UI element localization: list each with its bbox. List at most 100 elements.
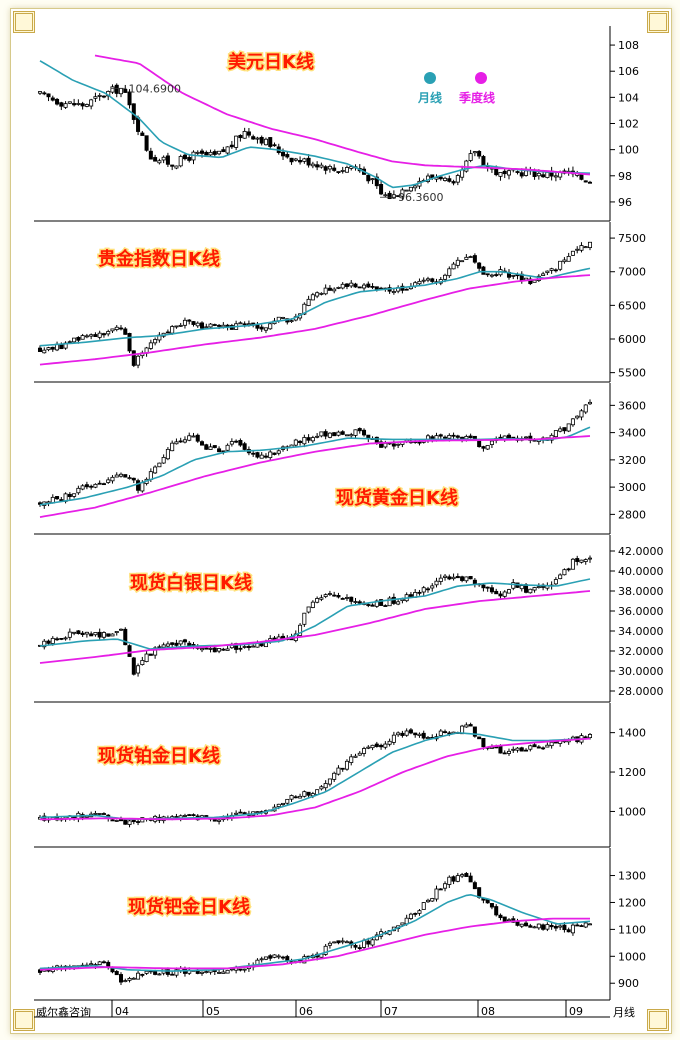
candle-body: [587, 557, 593, 560]
candle-body: [353, 283, 358, 288]
candle-body: [144, 135, 149, 151]
candle-body: [349, 282, 354, 287]
candle-body: [63, 637, 68, 640]
candle-body: [101, 961, 106, 964]
candle-body: [455, 259, 460, 266]
candle-body: [583, 922, 588, 928]
x-tick-label: 08: [481, 1005, 495, 1018]
y-tick-label: 108: [618, 39, 639, 52]
candle-body: [468, 256, 473, 258]
candle-body: [195, 151, 200, 154]
candle-body: [272, 637, 277, 640]
candle-body: [468, 435, 473, 439]
candle-body: [204, 444, 209, 450]
candle-body: [336, 767, 341, 775]
candle-body: [383, 605, 388, 607]
candle-body: [182, 815, 187, 817]
candle-body: [110, 819, 115, 822]
candle-body: [443, 883, 448, 889]
candle-body: [336, 286, 341, 289]
candle-body: [549, 741, 554, 747]
candle-body: [340, 431, 345, 435]
candle-body: [246, 645, 251, 648]
candle-body: [285, 154, 290, 158]
candle-body: [421, 902, 426, 910]
candle-body: [272, 452, 277, 455]
candle-body: [42, 92, 47, 95]
candle-body: [127, 820, 132, 825]
candle-body: [570, 418, 575, 426]
candle-body: [229, 144, 234, 148]
candle-body: [570, 558, 575, 570]
candle-body: [55, 638, 60, 641]
candle-body: [485, 273, 490, 276]
chart-panel: 5500 6000 6500 7000 7500 贵金指数日K线: [34, 222, 646, 383]
candle-body: [221, 149, 226, 153]
candle-body: [485, 586, 490, 589]
candle-body: [306, 157, 311, 166]
y-tick-label: 100: [618, 144, 639, 157]
candle-body: [97, 813, 102, 815]
candle-body: [242, 968, 247, 971]
candle-body: [575, 924, 580, 927]
candle-body: [212, 324, 217, 326]
candle-body: [140, 660, 145, 665]
candle-body: [357, 601, 362, 604]
chart-panel: 28.0000 30.0000 32.0000 34.0000 36.0000 38.00…: [34, 535, 664, 703]
candle-body: [131, 977, 136, 980]
candle-body: [472, 726, 477, 737]
candle-body: [319, 292, 324, 295]
candle-body: [106, 633, 111, 637]
candle-body: [174, 165, 179, 169]
candle-body: [438, 730, 443, 736]
candle-body: [425, 899, 430, 903]
candle-body: [140, 132, 145, 136]
candle-body: [451, 181, 456, 184]
candle-body: [455, 175, 460, 183]
candle-body: [353, 755, 358, 758]
candle-body: [238, 811, 243, 814]
candle-body: [583, 404, 588, 413]
candle-body: [558, 925, 563, 928]
candle-body: [489, 587, 494, 593]
candle-body: [545, 171, 550, 178]
candle-body: [157, 160, 162, 164]
candle-body: [114, 474, 119, 478]
candle-body: [370, 285, 375, 288]
candle-body: [481, 156, 486, 167]
candle-body: [148, 342, 153, 349]
candle-body: [366, 283, 371, 288]
candle-body: [72, 631, 77, 634]
candle-body: [327, 593, 332, 595]
candle-body: [536, 586, 541, 589]
candle-body: [114, 971, 119, 976]
panel-title: 现货黄金日K线: [336, 487, 458, 509]
candle-body: [506, 919, 511, 922]
candle-body: [89, 963, 94, 966]
candle-body: [528, 278, 533, 285]
candle-body: [259, 643, 264, 647]
candle-body: [545, 744, 550, 748]
candle-body: [281, 316, 286, 319]
candle-body: [50, 346, 55, 350]
x-tick-label: 05: [206, 1005, 220, 1018]
candle-body: [110, 633, 115, 637]
candle-body: [396, 443, 401, 446]
candle-body: [541, 174, 546, 178]
candle-body: [238, 440, 243, 446]
candle-body: [566, 929, 571, 933]
candle-body: [413, 732, 418, 736]
candle-body: [541, 747, 546, 750]
x-tick-label: 04: [115, 1005, 129, 1018]
candle-body: [408, 594, 413, 597]
candle-body: [460, 169, 465, 178]
candle-body: [101, 632, 106, 638]
y-tick-label: 40.0000: [618, 565, 664, 578]
candle-body: [447, 178, 452, 182]
candle-body: [123, 980, 128, 983]
candle-body: [532, 279, 537, 283]
candle-body: [447, 876, 452, 885]
candle-body: [97, 631, 102, 638]
candle-body: [323, 431, 328, 437]
candle-body: [430, 898, 435, 902]
